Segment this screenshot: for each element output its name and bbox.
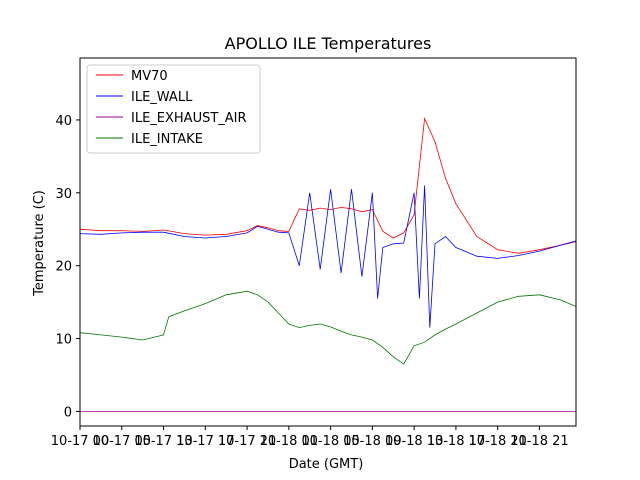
legend: MV70 ILE_WALL ILE_EXHAUST_AIR ILE_INTAKE bbox=[86, 64, 261, 154]
x-tick-label: 10-18 01 bbox=[260, 434, 318, 449]
series-line-ile-wall bbox=[79, 185, 577, 328]
x-tick-label: 10-18 13 bbox=[385, 434, 443, 449]
x-tick-label: 10-17 13 bbox=[134, 434, 192, 449]
legend-box bbox=[86, 64, 261, 154]
x-tick-label: 10-18 21 bbox=[468, 434, 526, 449]
x-tick-label: 10-18 17 bbox=[427, 434, 485, 449]
x-axis-label: Date (GMT) bbox=[289, 457, 364, 472]
y-tick-label: 40 bbox=[55, 114, 72, 129]
series-line-ile-intake bbox=[79, 290, 577, 365]
y-axis-label: Temperature (C) bbox=[32, 190, 47, 297]
legend-entry: ILE_WALL bbox=[131, 90, 193, 105]
x-tick-label: 10-18 05 bbox=[301, 434, 359, 449]
y-tick-label: 10 bbox=[55, 333, 72, 348]
legend-entry: ILE_INTAKE bbox=[131, 132, 203, 147]
x-tick-label: 10-17 00 bbox=[51, 434, 109, 449]
chart-title: APOLLO ILE Temperatures bbox=[225, 34, 432, 53]
series-layer bbox=[79, 116, 577, 412]
plot-frame bbox=[79, 57, 577, 427]
x-tick-label: 10-18 21 bbox=[510, 434, 568, 449]
x-tick-label: 10-17 21 bbox=[218, 434, 276, 449]
y-tick-label: 30 bbox=[55, 187, 72, 202]
legend-entry: MV70 bbox=[131, 69, 168, 84]
series-line-mv70 bbox=[79, 116, 577, 254]
x-tick-label: 10-17 05 bbox=[93, 434, 151, 449]
x-tick-label: 10-17 17 bbox=[176, 434, 234, 449]
y-tick-label: 20 bbox=[55, 260, 72, 275]
legend-entry: ILE_EXHAUST_AIR bbox=[131, 111, 247, 126]
x-tick-label: 10-18 09 bbox=[343, 434, 401, 449]
y-axis: 0 10 20 30 40 bbox=[55, 114, 80, 420]
y-tick-label: 0 bbox=[64, 405, 72, 420]
